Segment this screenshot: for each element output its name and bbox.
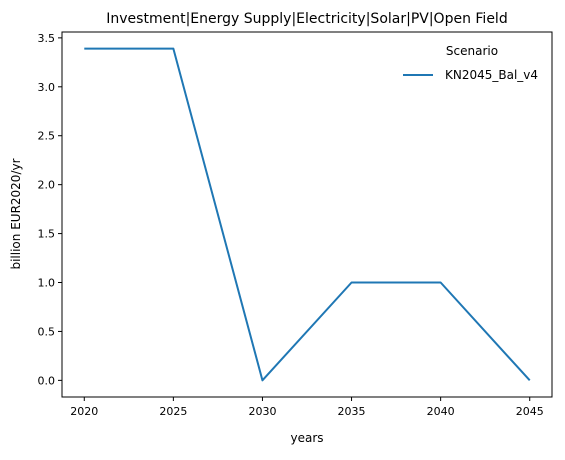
y-tick-label-1.0: 1.0	[38, 277, 56, 290]
series-line-kn2045-bal-v4	[84, 47, 531, 382]
x-tick-label-2035: 2035	[338, 405, 366, 418]
y-axis: 0.0 0.5 1.0 1.5 2.0 2.5 3.0 3.5	[38, 32, 62, 387]
x-tick-label-2040: 2040	[427, 405, 455, 418]
plot-area: 2020 2025 2030 2035 2040 2045 0.0 0.5 1.0 1.5 2.0…	[38, 31, 553, 418]
legend-label-kn2045-bal-v4: KN2045_Bal_v4	[445, 68, 538, 82]
y-tick-label-0.0: 0.0	[38, 374, 56, 387]
y-tick-label-3.5: 3.5	[38, 32, 56, 45]
x-axis: 2020 2025 2030 2035 2040 2045	[70, 397, 544, 418]
legend-title: Scenario	[446, 44, 498, 58]
y-tick-label-2.0: 2.0	[38, 179, 56, 192]
x-tick-label-2020: 2020	[70, 405, 98, 418]
chart-title: Investment|Energy Supply|Electricity|Sol…	[106, 11, 507, 27]
y-tick-label-1.5: 1.5	[38, 228, 56, 241]
plot-frame	[61, 31, 553, 398]
x-tick-label-2025: 2025	[159, 405, 187, 418]
legend: Scenario KN2045_Bal_v4	[403, 44, 538, 82]
x-tick-label-2030: 2030	[248, 405, 276, 418]
x-axis-label: years	[290, 431, 323, 445]
y-tick-label-2.5: 2.5	[38, 130, 56, 143]
y-tick-label-0.5: 0.5	[38, 325, 56, 338]
y-tick-label-3.0: 3.0	[38, 81, 56, 94]
series-layer	[84, 47, 531, 382]
y-axis-label: billion EUR2020/yr	[9, 158, 23, 269]
x-tick-label-2045: 2045	[516, 405, 544, 418]
